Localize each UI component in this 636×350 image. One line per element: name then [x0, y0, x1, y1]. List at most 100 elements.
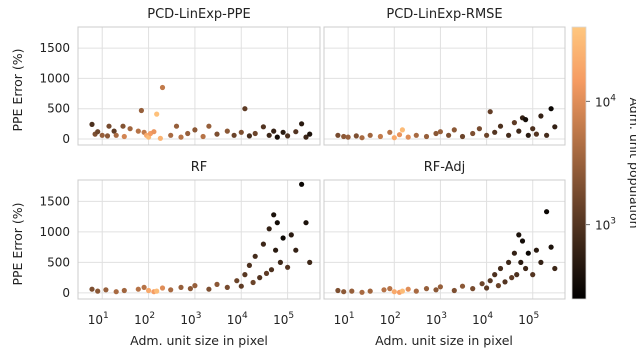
data-point [446, 132, 452, 138]
data-point [266, 226, 272, 232]
data-point [451, 287, 457, 294]
data-point [523, 265, 529, 272]
data-point [273, 247, 279, 253]
data-point [192, 283, 198, 289]
data-point [127, 126, 133, 132]
data-point [530, 126, 536, 132]
x-tick-label: 101 [88, 311, 109, 327]
data-point [141, 284, 147, 290]
data-point [206, 123, 212, 129]
data-point [135, 128, 141, 134]
data-point [399, 127, 405, 133]
data-point [548, 244, 554, 250]
data-point [470, 286, 476, 292]
data-point [268, 267, 275, 273]
panel-title: RF-Adj [424, 160, 465, 175]
data-point [224, 284, 230, 290]
x-tick-label: 103 [180, 311, 201, 327]
data-point [168, 132, 174, 138]
data-point [506, 132, 512, 138]
data-point [359, 289, 365, 295]
panel-title: PCD-LinExp-PPE [147, 7, 250, 22]
y-tick-label: 500 [47, 255, 70, 269]
data-point [433, 287, 439, 293]
data-point [307, 259, 313, 265]
data-point [266, 132, 272, 138]
data-point [479, 281, 485, 287]
data-point [280, 235, 286, 241]
data-point [106, 123, 112, 129]
data-point [437, 284, 443, 290]
data-point [502, 279, 508, 285]
y-tick-label: 1500 [39, 194, 70, 208]
data-point [178, 284, 184, 290]
data-point [154, 111, 160, 117]
data-point [271, 212, 277, 218]
data-point [341, 289, 347, 295]
panel-frame [77, 179, 321, 300]
colorbar-gradient [571, 26, 587, 300]
data-point [113, 132, 119, 138]
data-point [538, 259, 544, 265]
data-point [252, 130, 258, 137]
data-point [224, 128, 230, 134]
data-point [246, 262, 252, 268]
colorbar: 103 104 Adm. unit population [571, 26, 636, 300]
data-point [242, 272, 248, 278]
data-point [214, 281, 220, 287]
colorbar-tick-label-0: 103 [595, 217, 616, 233]
data-point [178, 134, 184, 140]
data-point [511, 120, 517, 126]
data-point [484, 132, 490, 138]
data-point [476, 126, 482, 132]
data-point [495, 283, 501, 289]
data-point [413, 288, 419, 294]
data-point [538, 113, 544, 119]
colorbar-ticks: 103 104 [586, 93, 616, 233]
data-point [293, 247, 299, 253]
data-point [391, 289, 397, 295]
data-point [159, 285, 166, 291]
x-axis-label-right: Adm. unit size in pixel [375, 333, 513, 348]
data-point [492, 129, 498, 135]
data-point [533, 131, 540, 137]
data-point [548, 106, 554, 112]
data-point [519, 238, 526, 244]
data-point [238, 283, 244, 289]
data-point [151, 129, 157, 135]
data-point [492, 272, 498, 278]
data-point [359, 135, 365, 141]
data-point [234, 278, 240, 284]
data-point [104, 133, 111, 139]
x-tick-label: 103 [426, 311, 447, 327]
data-point [377, 133, 383, 140]
data-point [335, 287, 341, 294]
panel-3: RF-Adj 101 102 103 104 105 [323, 160, 566, 327]
data-point [484, 285, 490, 291]
data-point [111, 128, 117, 134]
colorbar-tick-label-1: 104 [595, 93, 616, 109]
data-point [511, 250, 517, 256]
data-point [423, 133, 430, 140]
data-point [231, 132, 237, 138]
data-point [303, 220, 309, 226]
x-tick-label: 105 [273, 311, 294, 327]
panel-frame [323, 179, 566, 300]
data-point [341, 133, 347, 140]
data-point [391, 135, 397, 141]
y-axis-label-bottom: PPE Error (%) [10, 202, 25, 285]
data-point [497, 265, 504, 272]
y-tick-label: 500 [47, 102, 70, 116]
panel-frame [323, 26, 566, 146]
data-point [159, 84, 166, 91]
data-point [367, 132, 373, 138]
data-point [293, 129, 299, 135]
data-point [89, 121, 95, 127]
x-tick-label: 102 [380, 311, 401, 327]
data-point [95, 129, 101, 135]
data-point [437, 129, 443, 135]
data-point [367, 288, 373, 294]
data-point [552, 124, 558, 130]
data-point [381, 287, 387, 293]
